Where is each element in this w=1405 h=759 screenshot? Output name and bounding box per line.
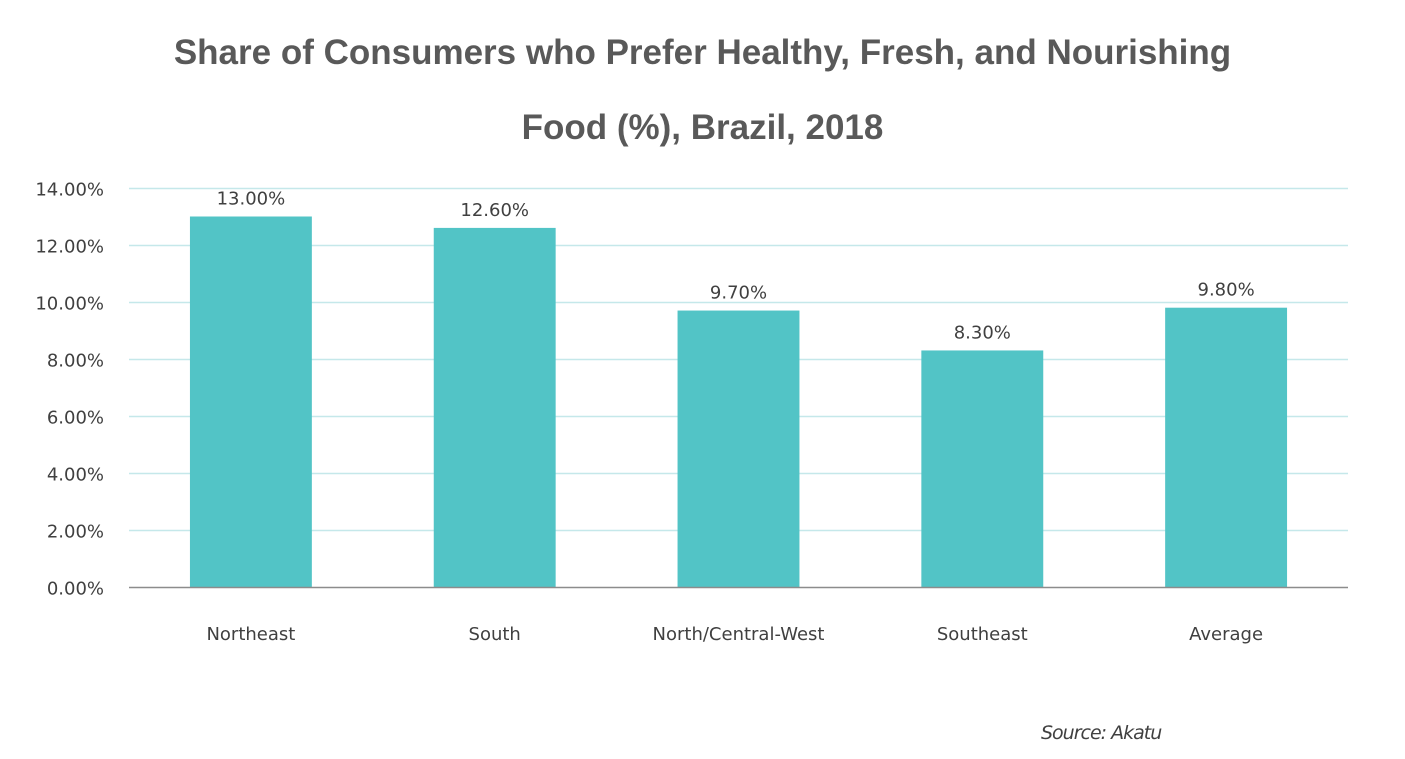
data-label: 12.60% bbox=[460, 200, 529, 221]
chart-title-line-1: Share of Consumers who Prefer Healthy, F… bbox=[173, 33, 1232, 72]
x-axis-labels: Northeast South North/Central-West Southeas… bbox=[206, 624, 1263, 645]
data-label: 13.00% bbox=[217, 189, 286, 210]
y-tick-label: 4.00% bbox=[47, 465, 104, 486]
data-labels: 13.00% 12.60% 9.70% 8.30% 9.80% bbox=[217, 189, 1255, 344]
bar bbox=[1165, 307, 1288, 587]
data-label: 8.30% bbox=[954, 322, 1011, 343]
y-tick-label: 2.00% bbox=[47, 522, 104, 543]
y-tick-label: 10.00% bbox=[35, 294, 104, 315]
y-axis-ticks: 0.00% 2.00% 4.00% 6.00% 8.00% 10.00% 12.00% 14.… bbox=[35, 180, 104, 600]
y-tick-label: 6.00% bbox=[47, 408, 104, 429]
y-tick-label: 14.00% bbox=[35, 180, 104, 201]
y-tick-label: 8.00% bbox=[47, 351, 104, 372]
x-tick-label: Southeast bbox=[937, 624, 1028, 645]
bar bbox=[921, 350, 1044, 587]
bar bbox=[189, 216, 312, 587]
source-note: Source: Akatu bbox=[1041, 722, 1162, 744]
x-tick-label: Northeast bbox=[206, 624, 295, 645]
bar bbox=[433, 227, 556, 587]
bar bbox=[677, 310, 800, 587]
data-label: 9.70% bbox=[710, 283, 767, 304]
x-tick-label: Average bbox=[1189, 624, 1263, 645]
data-label: 9.80% bbox=[1198, 280, 1255, 301]
x-tick-label: South bbox=[469, 624, 521, 645]
x-tick-label: North/Central-West bbox=[653, 624, 825, 645]
bars bbox=[189, 216, 1288, 587]
y-tick-label: 12.00% bbox=[35, 237, 104, 258]
chart-title-line-2: Food (%), Brazil, 2018 bbox=[521, 108, 884, 147]
y-tick-label: 0.00% bbox=[47, 579, 104, 600]
